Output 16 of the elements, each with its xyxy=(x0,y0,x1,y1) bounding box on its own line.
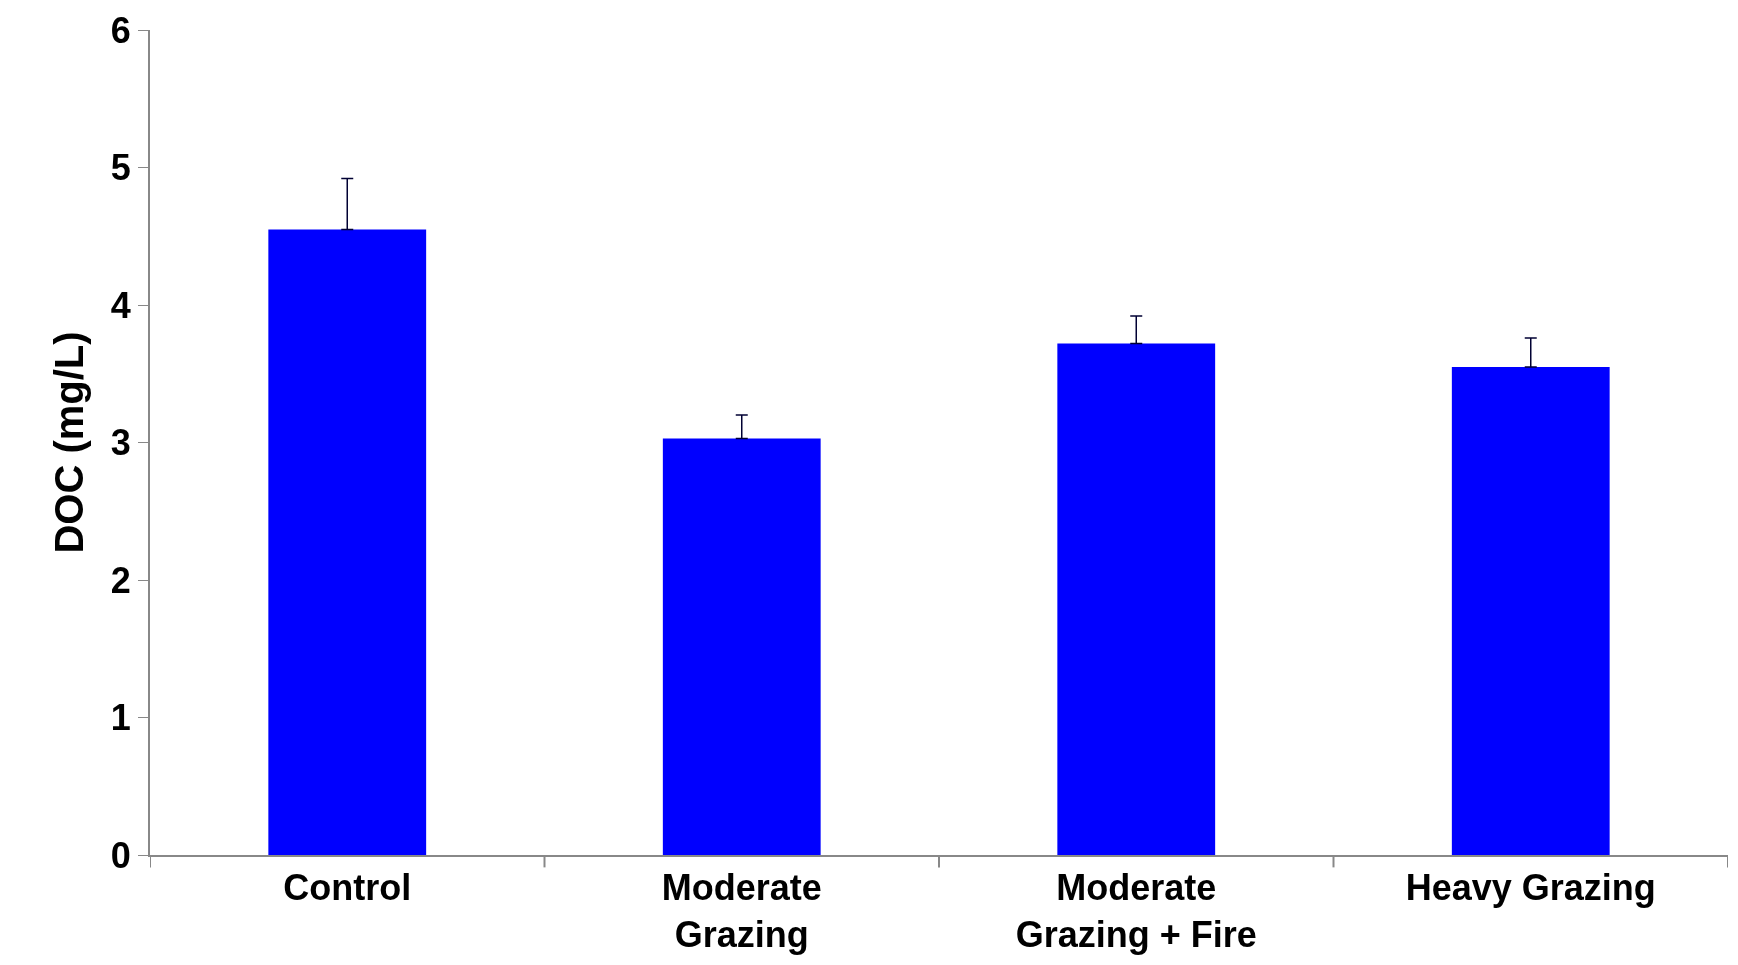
bar xyxy=(1451,366,1610,855)
bar xyxy=(662,438,821,855)
x-tick-label: Moderate Grazing xyxy=(661,867,822,955)
y-tick-label: 6 xyxy=(110,9,131,51)
y-tick-label: 1 xyxy=(110,697,131,739)
y-tick-label: 3 xyxy=(110,422,131,464)
x-tick-label: Heavy Grazing xyxy=(1405,867,1656,909)
y-tick-label: 2 xyxy=(110,559,131,601)
y-tick-label: 5 xyxy=(110,147,131,189)
x-tick-label: Moderate Grazing + Fire xyxy=(1015,867,1257,955)
bar xyxy=(268,229,427,855)
x-tick-label: Control xyxy=(283,867,412,909)
y-axis-title: DOC (mg/L) xyxy=(46,331,91,554)
y-tick-label: 0 xyxy=(110,834,131,876)
y-tick-label: 4 xyxy=(110,284,131,326)
bar xyxy=(1057,343,1216,855)
